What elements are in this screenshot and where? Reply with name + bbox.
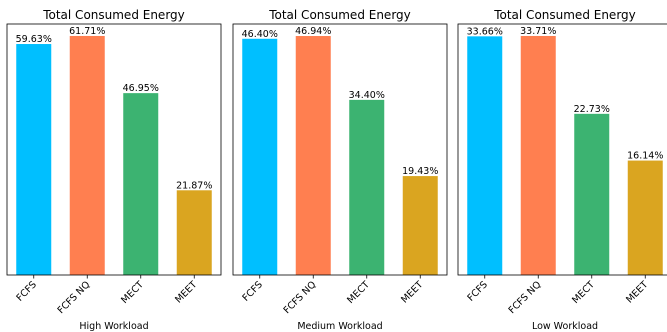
x-axis-label: Medium Workload	[297, 321, 382, 332]
bar-value-label: 46.95%	[123, 83, 159, 94]
x-tick-label: MEET	[173, 279, 199, 305]
bar-mect	[349, 99, 385, 275]
x-axis-label: Low Workload	[532, 321, 598, 332]
bar-meet	[176, 190, 212, 275]
bar-value-label: 22.73%	[574, 104, 610, 115]
bar-value-label: 33.66%	[467, 26, 503, 37]
bar-mect	[123, 93, 159, 275]
x-tick-label: MEET	[624, 279, 650, 305]
bar-value-label: 21.87%	[176, 180, 212, 191]
chart-title: Total Consumed Energy	[268, 8, 411, 22]
x-tick-label: FCFS NQ	[282, 279, 319, 316]
bar-value-label: 33.71%	[520, 26, 556, 37]
bar-meet	[402, 176, 438, 275]
chart-panel-2: 46.40% FCFS 46.94% FCFS NQ 34.40% MECT 19.43% M…	[232, 8, 448, 332]
bar-value-label: 19.43%	[402, 166, 438, 177]
x-tick-label: MECT	[119, 279, 146, 306]
bar-value-label: 34.40%	[349, 90, 385, 101]
plot-frame	[457, 23, 667, 276]
bar-value-label: 16.14%	[627, 151, 663, 162]
chart-panel-1: 59.63% FCFS 61.71% FCFS NQ 46.95% MECT 21.87% M…	[6, 8, 222, 332]
x-tick-label: MEET	[399, 279, 425, 305]
bar-value-label: 46.40%	[242, 29, 278, 40]
bar-mect	[574, 113, 610, 275]
bar-fcfs	[16, 44, 52, 275]
x-tick-label: FCFS NQ	[507, 279, 544, 316]
x-tick-label: MECT	[345, 279, 372, 306]
plot-frame	[6, 23, 222, 276]
chart-title: Total Consumed Energy	[42, 8, 185, 22]
bar-fcfs	[242, 38, 278, 276]
x-tick-label: MECT	[570, 279, 597, 306]
bar-fcfs	[467, 36, 503, 276]
bar-meet	[627, 160, 663, 275]
bar-value-label: 61.71%	[69, 26, 105, 37]
bar-value-label: 46.94%	[295, 26, 331, 37]
bar-fcfs-nq	[295, 36, 331, 275]
chart-panel-3: 33.66% FCFS 33.71% FCFS NQ 22.73% MECT 16.14% M…	[457, 8, 667, 332]
plot-frame	[232, 23, 448, 276]
chart-title: Total Consumed Energy	[493, 8, 636, 22]
x-tick-label: FCFS	[15, 279, 39, 303]
x-tick-label: FCFS	[466, 279, 490, 303]
x-tick-label: FCFS NQ	[56, 279, 93, 316]
bar-fcfs-nq	[69, 35, 105, 275]
bar-fcfs-nq	[520, 35, 556, 276]
bar-value-label: 59.63%	[16, 34, 52, 45]
x-axis-label: High Workload	[79, 321, 148, 332]
x-tick-label: FCFS	[241, 279, 265, 303]
